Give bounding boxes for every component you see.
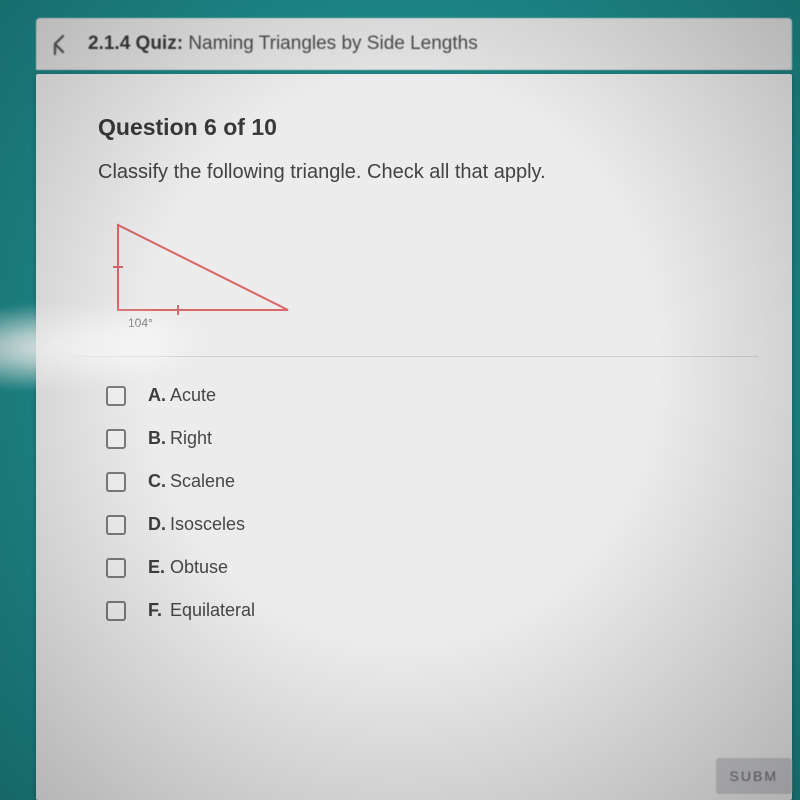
- triangle-figure: 104°: [98, 210, 308, 340]
- question-heading: Question 6 of 10: [98, 114, 758, 141]
- option-row[interactable]: D. Isosceles: [106, 514, 758, 535]
- quiz-label-title: Naming Triangles by Side Lengths: [188, 33, 477, 54]
- option-text: Obtuse: [170, 557, 228, 578]
- option-letter: D.: [148, 514, 170, 535]
- triangle-shape: [118, 225, 288, 310]
- checkbox-icon[interactable]: [106, 558, 126, 578]
- option-text: Right: [170, 428, 212, 449]
- option-row[interactable]: A. Acute: [106, 385, 758, 406]
- checkbox-icon[interactable]: [106, 515, 126, 535]
- option-text: Isosceles: [170, 514, 245, 535]
- checkbox-icon[interactable]: [106, 601, 126, 621]
- quiz-breadcrumb: 2.1.4 Quiz: Naming Triangles by Side Len…: [88, 33, 478, 55]
- option-row[interactable]: B. Right: [106, 428, 758, 449]
- angle-label: 104°: [128, 316, 153, 330]
- submit-button[interactable]: SUBM: [716, 758, 792, 794]
- back-arrow-icon[interactable]: [50, 32, 74, 56]
- option-text: Scalene: [170, 471, 235, 492]
- answer-options: A. Acute B. Right C. Scalene D. Isoscele…: [98, 385, 758, 621]
- option-letter: E.: [148, 557, 170, 578]
- quiz-header-bar: 2.1.4 Quiz: Naming Triangles by Side Len…: [36, 18, 792, 70]
- option-letter: F.: [148, 600, 170, 621]
- checkbox-icon[interactable]: [106, 429, 126, 449]
- quiz-label-bold: Quiz:: [136, 33, 184, 54]
- option-letter: A.: [148, 385, 170, 406]
- option-letter: C.: [148, 471, 170, 492]
- checkbox-icon[interactable]: [106, 472, 126, 492]
- option-row[interactable]: F. Equilateral: [106, 600, 758, 621]
- quiz-section-number: 2.1.4: [88, 33, 130, 54]
- option-text: Equilateral: [170, 600, 255, 621]
- option-row[interactable]: C. Scalene: [106, 471, 758, 492]
- checkbox-icon[interactable]: [106, 386, 126, 406]
- question-prompt: Classify the following triangle. Check a…: [98, 161, 758, 184]
- question-panel: Question 6 of 10 Classify the following …: [36, 74, 792, 800]
- option-row[interactable]: E. Obtuse: [106, 557, 758, 578]
- option-letter: B.: [148, 428, 170, 449]
- section-divider: [72, 356, 758, 357]
- screenshot-frame: 2.1.4 Quiz: Naming Triangles by Side Len…: [0, 0, 800, 800]
- option-text: Acute: [170, 385, 216, 406]
